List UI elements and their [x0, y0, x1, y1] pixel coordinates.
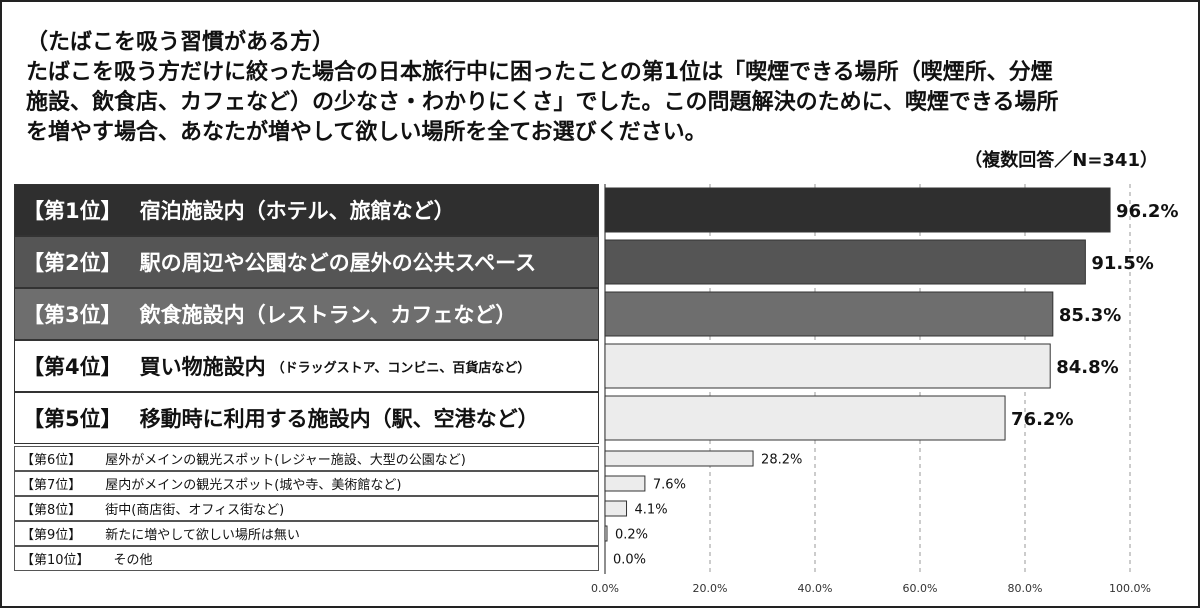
bar-7: [604, 475, 646, 492]
rank-label: 【第1位】: [23, 199, 122, 223]
question-line-3: を増やす場合、あなたが増やして欲しい場所を全てお選びください。: [26, 120, 707, 145]
category-text: 宿泊施設内（ホテル、旅館など）: [139, 199, 455, 223]
rank-label: 【第8位】: [21, 503, 82, 518]
rank-label: 【第3位】: [23, 303, 122, 327]
value-label-6: 28.2%: [761, 453, 802, 468]
category-label-8: 【第8位】 街中(商店街、オフィス街など): [14, 496, 599, 521]
category-text: 街中(商店街、オフィス街など): [105, 503, 285, 518]
category-text: 屋内がメインの観光スポット(城や寺、美術館など): [105, 478, 402, 493]
value-label-3: 85.3%: [1059, 305, 1121, 326]
bar-1: [604, 187, 1111, 233]
category-label-2: 【第2位】 駅の周辺や公園などの屋外の公共スペース: [14, 236, 599, 288]
value-label-5: 76.2%: [1011, 409, 1073, 430]
value-label-9: 0.2%: [615, 528, 648, 543]
question-line-1: たばこを吸う方だけに絞った場合の日本旅行中に困ったことの第1位は「喫煙できる場所…: [26, 60, 1053, 85]
category-text: 屋外がメインの観光スポット(レジャー施設、大型の公園など): [105, 453, 466, 468]
category-text: 移動時に利用する施設内（駅、空港など）: [139, 407, 539, 431]
value-label-2: 91.5%: [1091, 253, 1153, 274]
bar-9: [604, 525, 608, 542]
rank-label: 【第7位】: [21, 478, 82, 493]
rank-label: 【第4位】: [23, 355, 122, 379]
x-tick-label: 20.0%: [693, 582, 728, 595]
question-line-2: 施設、飲食店、カフェなど）の少なさ・わかりにくさ」でした。この問題解決のために、…: [26, 90, 1059, 115]
bar-2: [604, 239, 1086, 285]
chart-header: （たばこを吸う習慣がある方） たばこを吸う方だけに絞った場合の日本旅行中に困った…: [26, 28, 1186, 148]
x-tick-label: 0.0%: [591, 582, 619, 595]
x-tick-label: 100.0%: [1109, 582, 1151, 595]
bar-8: [604, 500, 628, 517]
category-label-3: 【第3位】 飲食施設内（レストラン、カフェなど）: [14, 288, 599, 340]
bar-4: [604, 343, 1051, 389]
category-text: 新たに増やして欲しい場所は無い: [105, 528, 300, 543]
bar-5: [604, 395, 1006, 441]
category-text: 買い物施設内: [139, 355, 266, 379]
rank-label: 【第6位】: [21, 453, 82, 468]
rank-label: 【第10位】: [21, 553, 90, 568]
category-label-4: 【第4位】 買い物施設内 （ドラッグストア、コンビニ、百貨店など）: [14, 340, 599, 392]
x-tick-label: 60.0%: [903, 582, 938, 595]
value-label-1: 96.2%: [1116, 201, 1178, 222]
rank-label: 【第2位】: [23, 251, 122, 275]
value-label-7: 7.6%: [653, 478, 686, 493]
category-text: その他: [113, 553, 153, 568]
category-text: 飲食施設内（レストラン、カフェなど）: [139, 303, 517, 327]
rank-label: 【第9位】: [21, 528, 82, 543]
category-label-9: 【第9位】 新たに増やして欲しい場所は無い: [14, 521, 599, 546]
x-tick-label: 80.0%: [1008, 582, 1043, 595]
category-subtext: （ドラッグストア、コンビニ、百貨店など）: [271, 360, 531, 376]
category-label-7: 【第7位】 屋内がメインの観光スポット(城や寺、美術館など): [14, 471, 599, 496]
category-label-10: 【第10位】 その他: [14, 546, 599, 571]
bar-3: [604, 291, 1054, 337]
value-label-4: 84.8%: [1056, 357, 1118, 378]
x-tick-label: 40.0%: [798, 582, 833, 595]
category-label-5: 【第5位】 移動時に利用する施設内（駅、空港など）: [14, 392, 599, 444]
value-label-10: 0.0%: [613, 553, 646, 568]
value-label-8: 4.1%: [635, 503, 668, 518]
category-text: 駅の周辺や公園などの屋外の公共スペース: [139, 251, 537, 275]
chart-subtitle: （たばこを吸う習慣がある方）: [26, 30, 335, 55]
sample-note: （複数回答／N=341）: [964, 150, 1158, 171]
category-label-1: 【第1位】 宿泊施設内（ホテル、旅館など）: [14, 184, 599, 236]
bar-6: [604, 450, 754, 467]
category-label-6: 【第6位】 屋外がメインの観光スポット(レジャー施設、大型の公園など): [14, 446, 599, 471]
rank-label: 【第5位】: [23, 407, 122, 431]
